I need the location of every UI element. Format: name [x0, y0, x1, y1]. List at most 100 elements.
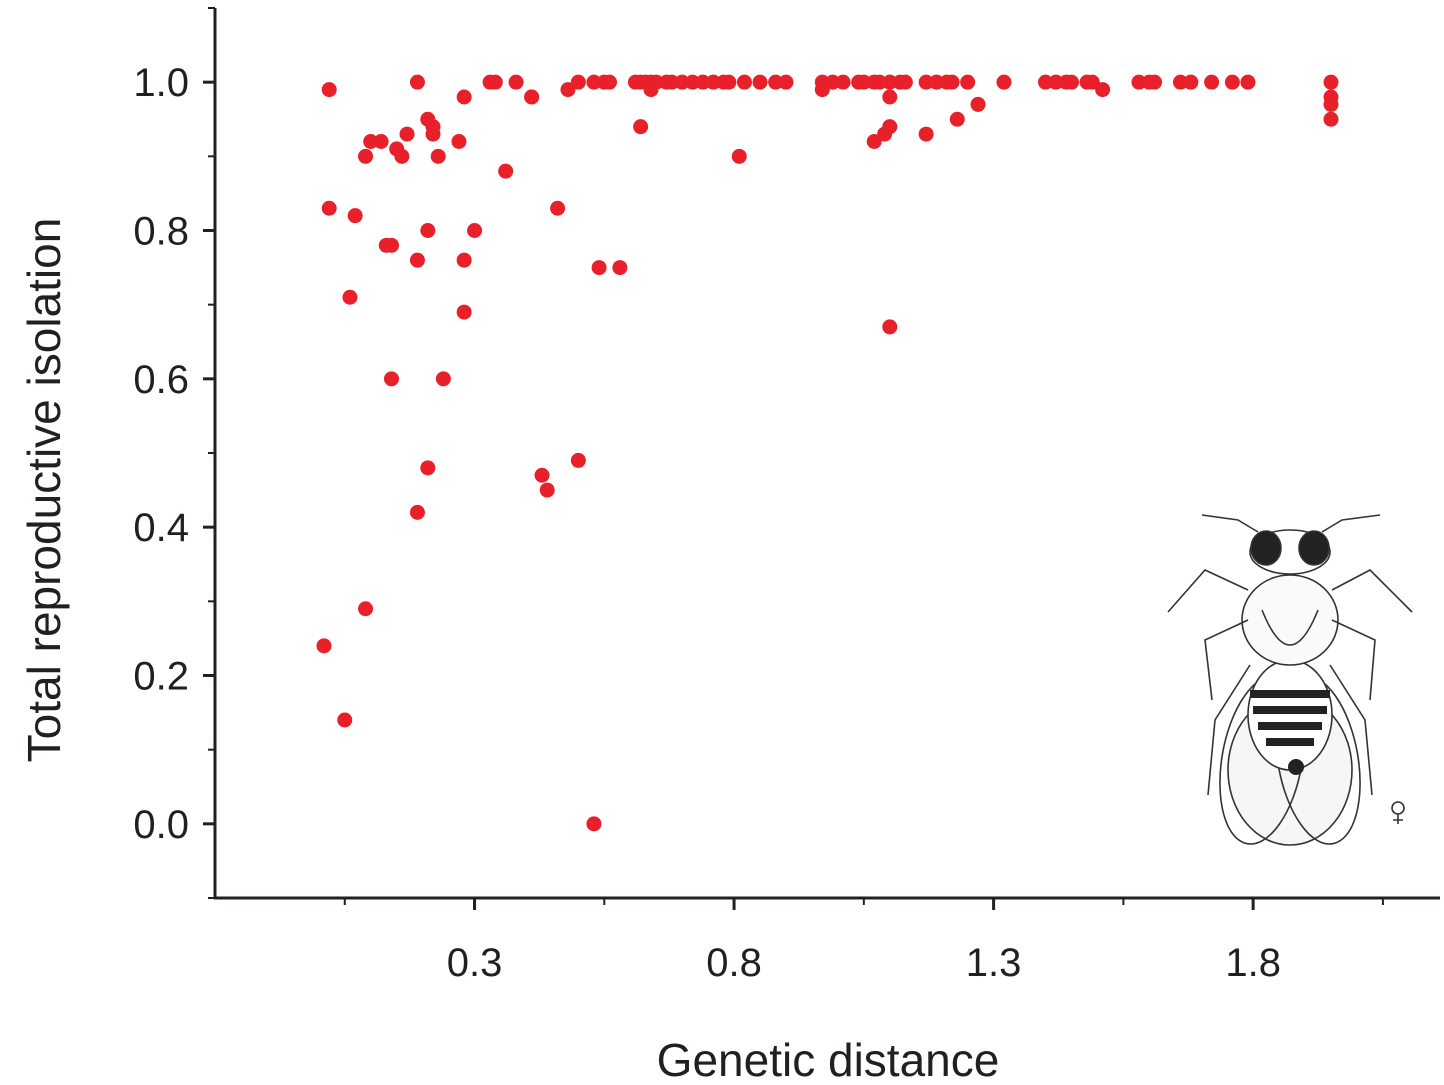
data-point — [456, 304, 472, 320]
data-point — [1323, 111, 1339, 127]
data-point — [420, 460, 436, 476]
y-axis-title: Total reproductive isolation — [18, 218, 70, 763]
data-point — [918, 74, 934, 90]
data-point — [1183, 74, 1199, 90]
data-point — [1038, 74, 1054, 90]
data-point — [643, 82, 659, 98]
data-point — [534, 467, 550, 483]
y-tick-label: 1.0 — [133, 61, 189, 105]
data-point — [1323, 74, 1339, 90]
data-point — [731, 148, 747, 164]
data-point — [929, 74, 945, 90]
data-point — [944, 74, 960, 90]
data-point — [736, 74, 752, 90]
data-point — [430, 148, 446, 164]
data-point — [451, 134, 467, 149]
data-point — [1204, 74, 1220, 90]
data-point — [570, 74, 586, 90]
y-tick-label: 0.6 — [133, 358, 189, 402]
data-point — [586, 816, 602, 832]
data-point — [705, 74, 721, 90]
data-point — [633, 119, 649, 135]
data-point — [882, 319, 898, 335]
data-point — [342, 289, 358, 305]
data-point — [399, 126, 415, 142]
data-point — [1084, 74, 1100, 90]
data-point — [321, 200, 337, 216]
data-point — [420, 223, 436, 238]
data-point — [1095, 82, 1111, 98]
y-tick-label: 0.4 — [133, 506, 189, 550]
data-point — [394, 148, 410, 164]
data-point — [560, 82, 576, 98]
y-tick-label: 0.8 — [133, 210, 189, 254]
data-point — [1063, 74, 1079, 90]
data-point — [970, 96, 986, 112]
data-point — [685, 74, 701, 90]
data-point — [409, 74, 425, 90]
data-point — [882, 89, 898, 105]
data-point — [897, 74, 913, 90]
data-point — [882, 74, 898, 90]
x-tick-label: 0.8 — [706, 941, 762, 985]
x-tick-label: 1.8 — [1225, 941, 1281, 985]
data-point — [539, 482, 555, 498]
data-point — [347, 208, 363, 224]
data-point — [866, 134, 882, 149]
data-point — [383, 371, 399, 387]
data-point — [373, 134, 389, 149]
data-point — [752, 74, 768, 90]
data-point — [721, 74, 737, 90]
data-point — [1224, 74, 1240, 90]
data-point — [467, 223, 483, 238]
data-point — [778, 74, 794, 90]
data-point — [960, 74, 976, 90]
data-point — [996, 74, 1012, 90]
data-point — [835, 74, 851, 90]
data-point — [949, 111, 965, 127]
x-tick-label: 0.3 — [447, 941, 503, 985]
data-point — [664, 74, 680, 90]
data-point — [358, 148, 374, 164]
data-point — [856, 74, 872, 90]
data-point — [1172, 74, 1188, 90]
data-point — [882, 119, 898, 135]
data-point — [508, 74, 524, 90]
data-point — [321, 82, 337, 98]
data-point — [435, 371, 451, 387]
x-axis-title: Genetic distance — [657, 1034, 1000, 1085]
data-point — [1323, 96, 1339, 112]
data-point — [524, 89, 540, 105]
data-point — [768, 74, 784, 90]
data-point — [425, 126, 441, 142]
data-point — [1131, 74, 1147, 90]
data-point — [1147, 74, 1163, 90]
fly-illustration — [1167, 514, 1413, 846]
data-point — [456, 252, 472, 268]
data-point — [586, 74, 602, 90]
data-point — [591, 260, 607, 276]
data-point — [383, 237, 399, 253]
data-point — [601, 74, 617, 90]
y-tick-label: 0.2 — [133, 655, 189, 699]
data-point — [695, 74, 711, 90]
x-tick-label: 1.3 — [966, 941, 1022, 985]
data-point — [337, 712, 353, 728]
data-point — [871, 74, 887, 90]
data-point — [456, 89, 472, 105]
data-point — [612, 260, 628, 276]
data-point — [918, 126, 934, 142]
data-point — [1240, 74, 1256, 90]
data-point — [358, 601, 374, 617]
data-point — [1048, 74, 1064, 90]
data-point — [674, 74, 690, 90]
data-point — [409, 252, 425, 268]
data-point — [363, 134, 379, 149]
data-point — [570, 452, 586, 468]
data-point — [550, 200, 566, 216]
y-tick-label: 0.0 — [133, 803, 189, 847]
data-point — [498, 163, 514, 179]
data-point — [814, 82, 830, 98]
data-point — [316, 638, 332, 654]
